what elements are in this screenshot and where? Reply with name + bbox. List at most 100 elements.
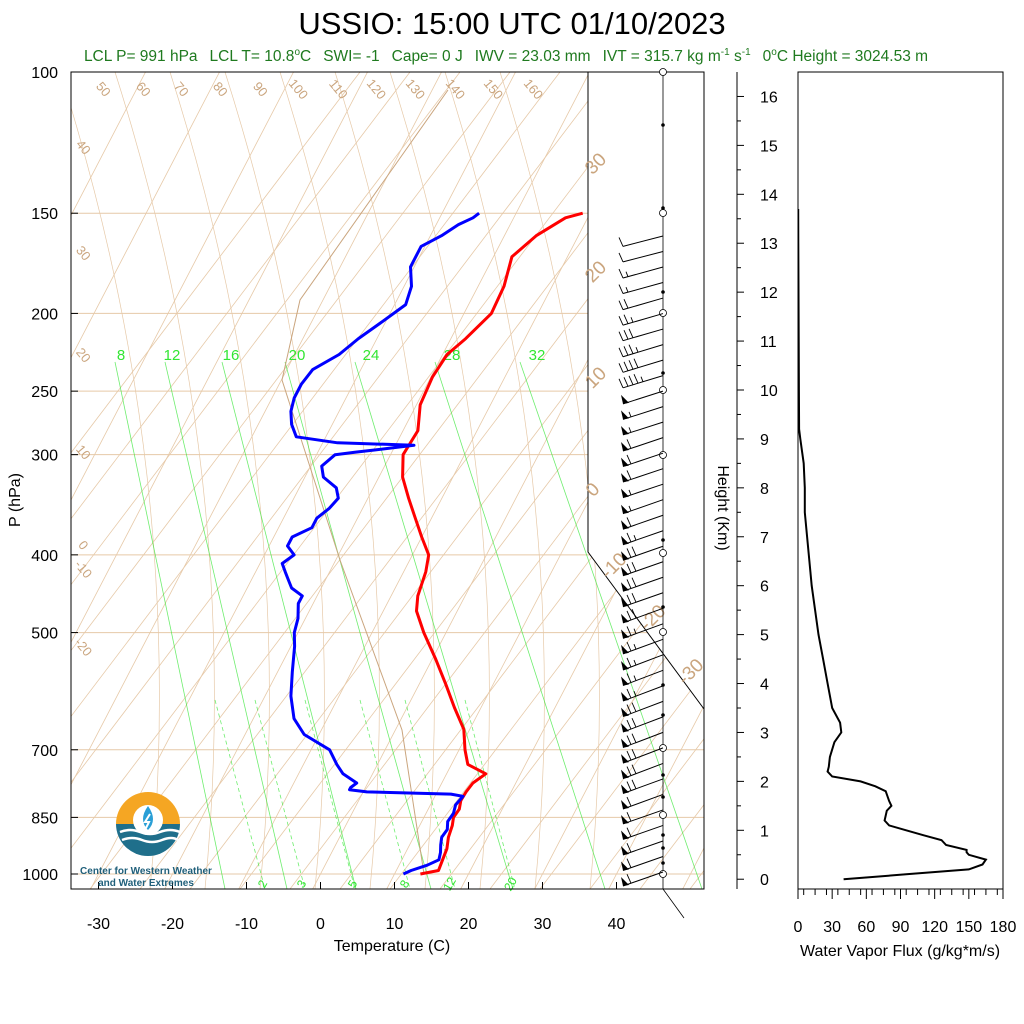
y-tick-label: 300 xyxy=(31,448,58,465)
moist-adiabat xyxy=(444,72,545,889)
moist-adiabat xyxy=(499,72,600,889)
height-tick-label: 2 xyxy=(760,774,769,791)
height-tick-label: 12 xyxy=(760,285,778,302)
mixing-ratio-label: 16 xyxy=(223,347,240,364)
wind-level-dot xyxy=(661,206,665,210)
dry-adiabat-label: 120 xyxy=(364,76,389,102)
flux-x-tick-label: 90 xyxy=(892,919,910,936)
isotherm xyxy=(71,72,294,889)
height-tick-label: 1 xyxy=(760,823,769,840)
wind-barb xyxy=(621,871,664,887)
dry-adiabat xyxy=(239,72,704,889)
freezing-level-height: 0oC Height = 3024.53 m xyxy=(762,47,929,66)
chart-title: USSIO: 15:00 UTC 01/10/2023 xyxy=(298,6,726,41)
dry-adiabat xyxy=(639,72,704,889)
flux-x-tick-label: 150 xyxy=(955,919,982,936)
isotherm xyxy=(71,72,442,889)
moist-adiabat-label: 30 xyxy=(581,149,611,179)
mixing-ratio-label: 20 xyxy=(501,874,520,893)
wind-level-dot xyxy=(661,846,665,850)
wind-barb xyxy=(618,313,664,326)
dry-adiabat-label: 10 xyxy=(73,442,94,463)
y-tick-label: 850 xyxy=(31,810,58,827)
isotherm xyxy=(163,72,590,889)
x-tick-label: 10 xyxy=(386,916,404,933)
mixing-ratio-line xyxy=(114,361,226,889)
mixing-ratio-label: 12 xyxy=(164,347,181,364)
cw3e-logo xyxy=(116,792,181,856)
wind-barb xyxy=(621,576,664,592)
wind-barb xyxy=(621,468,664,483)
dry-adiabat-label: 60 xyxy=(133,79,154,100)
dry-adiabat-label: 70 xyxy=(171,79,192,100)
mixing-ratio-dashed xyxy=(254,699,306,889)
wind-barb xyxy=(621,778,664,794)
dry-adiabat-label: 0 xyxy=(75,538,91,553)
wind-level-ring xyxy=(659,811,667,819)
dry-adiabat xyxy=(289,72,704,889)
isotherm xyxy=(756,72,1024,891)
wind-barbs xyxy=(618,68,685,919)
wind-level-ring xyxy=(659,209,667,217)
dry-adiabat-label: 90 xyxy=(250,79,271,100)
moist-adiabat xyxy=(71,72,160,889)
wind-level-dot xyxy=(661,861,665,865)
x-tick-label: 20 xyxy=(460,916,478,933)
x-tick-label: -30 xyxy=(87,916,110,933)
mixing-ratio-label: 24 xyxy=(363,347,380,364)
y-tick-label: 100 xyxy=(31,65,58,82)
height-tick-label: 15 xyxy=(760,138,778,155)
height-tick-label: 7 xyxy=(760,530,769,547)
wind-barb xyxy=(621,669,664,687)
height-tick-label: 14 xyxy=(760,187,778,204)
surface-wind xyxy=(662,888,685,919)
wind-level-ring xyxy=(659,628,667,636)
moist-adiabat xyxy=(279,72,380,889)
dry-adiabat xyxy=(71,72,561,889)
wind-barb xyxy=(621,545,664,561)
wind-barb xyxy=(618,358,664,373)
height-tick-label: 9 xyxy=(760,432,769,449)
flux-profile xyxy=(798,208,988,881)
flux-x-tick-label: 60 xyxy=(857,919,875,936)
wind-barb xyxy=(621,716,664,733)
wind-barb xyxy=(621,514,664,530)
dry-adiabat xyxy=(439,72,704,889)
wind-barb xyxy=(621,452,664,468)
wind-barb xyxy=(621,437,664,452)
x-axis-title: Temperature (C) xyxy=(334,938,450,955)
wind-barb xyxy=(621,483,664,499)
height-tick-label: 13 xyxy=(760,236,778,253)
isotherm xyxy=(681,72,704,889)
wind-level-ring xyxy=(659,386,667,394)
mixing-ratio-label: 32 xyxy=(529,347,546,364)
wind-level-ring xyxy=(659,68,667,76)
height-tick-label: 11 xyxy=(760,334,777,351)
dry-adiabat xyxy=(71,72,511,889)
skew-t-profiles xyxy=(280,211,584,876)
y-axis-title: P (hPa) xyxy=(7,473,24,527)
wind-barb xyxy=(621,856,664,871)
dry-adiabat-label: 130 xyxy=(403,76,428,102)
height-tick-label: 10 xyxy=(760,383,778,400)
wind-barb xyxy=(621,747,664,764)
wind-barb xyxy=(621,762,664,780)
lcl-pressure: LCL P= 991 hPa xyxy=(83,48,198,66)
isotherm xyxy=(71,72,220,889)
wind-level-dot xyxy=(661,605,665,609)
wind-level-dot xyxy=(661,371,665,375)
parcel-path xyxy=(281,89,449,875)
mixing-ratio-line xyxy=(519,361,703,889)
wind-barb xyxy=(621,592,664,608)
moist-adiabat-label: 20 xyxy=(581,257,611,287)
wind-barb xyxy=(621,406,664,420)
mixing-ratio-label: 8 xyxy=(117,347,125,364)
wind-barb xyxy=(621,731,664,749)
flux-x-tick-label: 0 xyxy=(794,919,803,936)
dry-adiabat xyxy=(189,72,704,889)
wind-barb xyxy=(621,390,664,405)
wind-barb xyxy=(621,700,664,718)
y-tick-label: 200 xyxy=(31,306,58,323)
isotherm xyxy=(237,72,664,889)
